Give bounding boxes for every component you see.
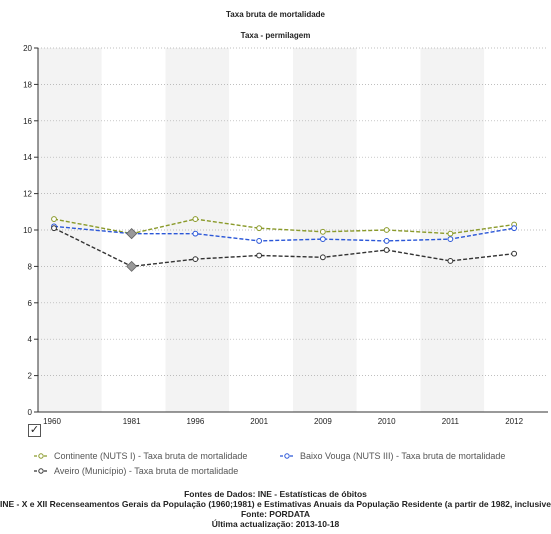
y-tick-label: 8 [28, 262, 33, 271]
legend-item-baixo-vouga[interactable]: Baixo Vouga (NUTS III) - Taxa bruta de m… [280, 451, 505, 461]
axes [34, 47, 548, 413]
footer-line-1: Fontes de Dados: INE - Estatísticas de ó… [184, 489, 367, 499]
plot-band [101, 48, 166, 412]
footer-line-3: Fonte: PORDATA [240, 509, 311, 519]
series-point-0 [383, 227, 390, 233]
legend-item-continente[interactable]: Continente (NUTS I) - Taxa bruta de mort… [34, 451, 247, 461]
y-tick-label: 18 [23, 80, 32, 89]
chart-subtitle: Taxa - permilagem [240, 31, 311, 40]
y-tick-label: 4 [28, 335, 33, 344]
series-point-0 [192, 216, 199, 222]
footer-sources: Fontes de Dados: INE - Estatísticas de ó… [0, 489, 551, 529]
footer-line-4: Última actualização: 2013-10-18 [211, 519, 340, 529]
x-tick-label: 1996 [186, 417, 204, 426]
footer-line-2: INE - X e XII Recenseamentos Gerais da P… [0, 499, 551, 509]
y-tick-label: 12 [23, 190, 32, 199]
y-tick-label: 14 [23, 153, 32, 162]
y-tick-label: 16 [23, 117, 32, 126]
y-tick-label: 2 [28, 372, 33, 381]
x-tick-label: 2009 [314, 417, 332, 426]
series-line-0 [53, 218, 515, 235]
series-point-1 [126, 228, 138, 240]
tick-labels: 0 2 4 6 8 10 12 14 16 18 20 1960 1981 1996 2001 2009 201… [23, 44, 523, 426]
grid-lines [38, 47, 548, 376]
legend-label-continente: Continente (NUTS I) - Taxa bruta de mort… [54, 451, 248, 461]
series-point-1 [383, 238, 390, 244]
y-tick-label: 20 [23, 44, 32, 53]
series-point-2 [192, 256, 199, 263]
x-tick-label: 2010 [378, 417, 396, 426]
x-tick-label: 2001 [250, 417, 268, 426]
series-point-2 [256, 252, 263, 259]
show-markers-checkbox[interactable]: ✓ [28, 424, 41, 437]
series-point-1 [447, 236, 454, 243]
series-point-0 [319, 228, 326, 235]
series-line-1 [53, 225, 515, 242]
legend-item-aveiro[interactable]: Aveiro (Município) - Taxa bruta de morta… [34, 466, 238, 476]
x-tick-label: 2011 [442, 417, 460, 426]
series-point-1 [319, 236, 326, 243]
x-tick-label: 1960 [43, 417, 61, 426]
series-point-2 [51, 225, 57, 232]
series-point-1 [256, 238, 263, 244]
series-line-2 [53, 227, 515, 268]
legend-label-baixo-vouga: Baixo Vouga (NUTS III) - Taxa bruta de m… [300, 451, 506, 461]
series-point-1 [192, 230, 199, 237]
series-point-0 [51, 216, 57, 222]
series-point-2 [447, 258, 454, 264]
y-tick-label: 10 [23, 226, 32, 235]
legend-label-aveiro: Aveiro (Município) - Taxa bruta de morta… [54, 466, 239, 476]
series-point-0 [447, 230, 454, 237]
series-point-2 [126, 260, 138, 272]
series-lines [51, 216, 518, 272]
x-tick-label: 1981 [123, 417, 141, 426]
legend-marker-aveiro [34, 468, 48, 474]
series-point-0 [256, 225, 263, 232]
chart-title: Taxa bruta de mortalidade [226, 10, 325, 19]
x-tick-label: 2012 [505, 417, 523, 426]
series-point-2 [383, 247, 390, 253]
series-point-2 [319, 254, 326, 261]
legend-marker-baixo-vouga [280, 453, 294, 459]
series-point-2 [511, 250, 518, 257]
series-point-1 [511, 225, 518, 232]
line-chart: 0 2 4 6 8 10 12 14 16 18 20 1960 1981 1996 2001 2009 201… [23, 44, 548, 426]
legend-marker-continente [34, 453, 48, 459]
y-tick-label: 0 [28, 408, 33, 417]
y-tick-label: 6 [28, 299, 33, 308]
